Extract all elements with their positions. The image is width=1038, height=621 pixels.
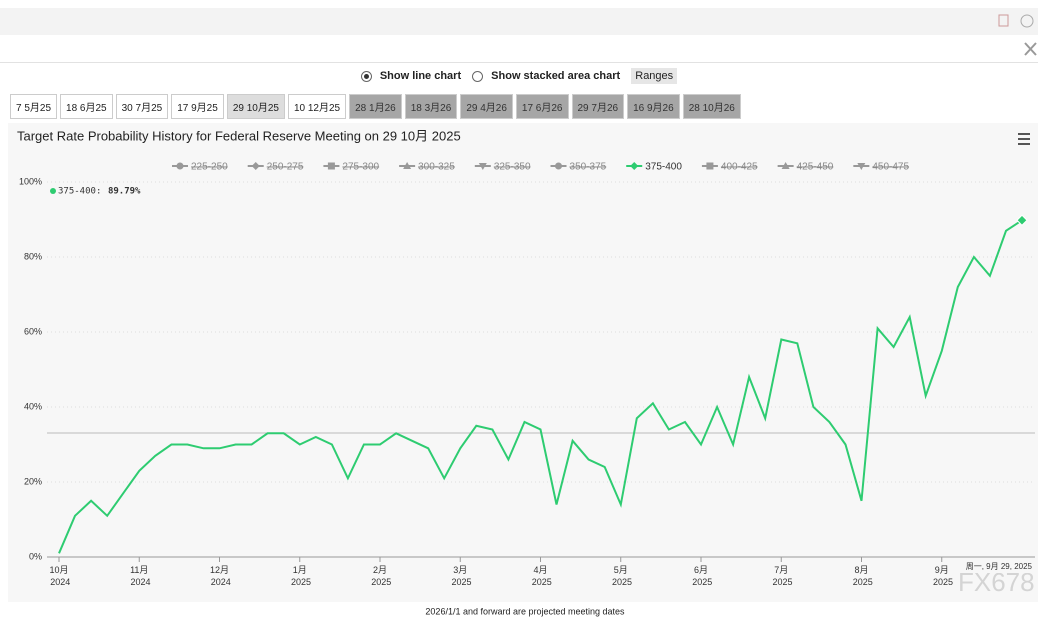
tab[interactable]: 17 9月25 xyxy=(171,94,224,119)
legend-symbol xyxy=(478,163,487,170)
export-icon[interactable] xyxy=(998,14,1009,27)
legend-symbol xyxy=(630,162,639,170)
legend-label: 425-450 xyxy=(797,162,834,173)
tab[interactable]: 30 7月25 xyxy=(115,94,169,119)
legend-item[interactable]: 425-450 xyxy=(777,162,834,173)
tab[interactable]: 29 4月26 xyxy=(460,94,513,119)
tab[interactable]: 18 3月26 xyxy=(404,94,458,119)
legend-item[interactable]: 300-325 xyxy=(399,162,455,173)
tab[interactable]: 28 1月26 xyxy=(349,94,402,119)
ranges-dropdown[interactable]: Ranges xyxy=(631,68,678,84)
x-tick-label: 5月 2025 xyxy=(609,565,632,587)
tooltip-series: 375-400 xyxy=(58,187,96,197)
icons xyxy=(998,14,1037,145)
legend-label: 450-475 xyxy=(872,162,909,173)
menu-icon[interactable] xyxy=(1018,133,1030,145)
x-tick-label: 9月 2025 xyxy=(930,565,953,587)
legend-label: 400-425 xyxy=(721,162,758,173)
y-tick-label: 80% xyxy=(24,251,42,261)
x-tick-label: 11月 2024 xyxy=(128,565,151,587)
legend-item[interactable]: 250-275 xyxy=(247,162,304,173)
x-tick-label: 12月 2024 xyxy=(208,565,231,587)
tabs: 7 5月25 18 6月25 30 7月25 17 9月25 29 10月25 10 12… xyxy=(10,94,741,119)
tab[interactable]: 17 6月26 xyxy=(515,94,569,119)
legend-symbol xyxy=(706,162,714,170)
tooltip-dot xyxy=(50,188,56,194)
x-tick-label: 1月 2025 xyxy=(288,565,311,587)
radio[interactable] xyxy=(472,70,484,82)
x-tick-label: 3月 2025 xyxy=(449,565,472,587)
legend-label: 300-325 xyxy=(418,162,455,173)
legend-label: 350-375 xyxy=(570,162,607,173)
y-tick-label: 60% xyxy=(24,326,42,336)
legend-item[interactable]: 325-350 xyxy=(474,162,531,173)
legend-label: 275-300 xyxy=(342,162,379,173)
legend-item[interactable]: 375-400 xyxy=(626,162,682,173)
options: Show line chart Show stacked area chart … xyxy=(0,68,1038,84)
sub-bar xyxy=(0,35,1038,63)
series-line xyxy=(58,219,1023,554)
tab[interactable]: 28 10月26 xyxy=(682,94,741,119)
radio[interactable] xyxy=(360,70,372,82)
hover-marker xyxy=(1016,214,1028,226)
tab[interactable]: 29 7月26 xyxy=(571,94,625,119)
legend-symbol xyxy=(176,162,184,170)
x-tick-label: 2月 2025 xyxy=(369,565,392,587)
tooltip-sep: : xyxy=(96,187,101,197)
legend-symbol xyxy=(327,162,335,170)
chart-title: Target Rate Probability History for Fede… xyxy=(17,128,461,143)
legend-symbol xyxy=(251,162,260,170)
line-option[interactable]: Show line chart xyxy=(379,70,462,82)
tab[interactable]: 7 5月25 xyxy=(10,94,58,119)
tab[interactable]: 18 6月25 xyxy=(60,94,113,119)
legend-label: 250-275 xyxy=(267,162,304,173)
legend-label: 325-350 xyxy=(494,162,531,173)
legend-item[interactable]: 400-425 xyxy=(701,162,758,173)
x-tick-label: 6月 2025 xyxy=(690,565,713,587)
legend-item[interactable]: 225-250 xyxy=(172,162,228,173)
x-tick-label: 10月 2024 xyxy=(48,565,71,587)
legend-symbol xyxy=(857,163,866,170)
legend-label: 225-250 xyxy=(191,162,228,173)
x-tick-label: 4月 2025 xyxy=(529,565,552,587)
y-tick-label: 0% xyxy=(29,551,42,561)
tab[interactable]: 29 10月25 xyxy=(226,94,285,119)
x-icon[interactable] xyxy=(1024,42,1037,56)
y-tick-label: 40% xyxy=(24,401,42,411)
area-option[interactable]: Show stacked area chart xyxy=(491,70,621,82)
y-tick-label: 100% xyxy=(19,176,42,186)
legend-item[interactable]: 275-300 xyxy=(323,162,380,173)
top-bar xyxy=(0,8,1038,35)
tab[interactable]: 10 12月25 xyxy=(287,94,347,119)
tooltip-value: 89.79% xyxy=(108,187,141,197)
footnote: 2026/1/1 and forward are projected meeti… xyxy=(425,606,625,616)
legend-symbol xyxy=(555,162,563,170)
tab[interactable]: 16 9月26 xyxy=(627,94,680,119)
crosshair-bg xyxy=(955,560,1035,573)
y-tick-label: 20% xyxy=(24,476,42,486)
legend-label: 375-400 xyxy=(645,162,682,173)
legend-item[interactable]: 450-475 xyxy=(853,162,909,173)
x-tick-label: 7月 2025 xyxy=(770,565,793,587)
crosshair-label: 周一, 9月 29, 2025 xyxy=(966,562,1033,571)
legend-symbol xyxy=(403,162,412,169)
chart-bg xyxy=(8,123,1038,602)
legend-item[interactable]: 350-375 xyxy=(550,162,607,173)
x-tick-label: 8月 2025 xyxy=(850,565,873,587)
refresh-icon[interactable] xyxy=(1020,14,1034,28)
legend-symbol xyxy=(781,162,790,169)
